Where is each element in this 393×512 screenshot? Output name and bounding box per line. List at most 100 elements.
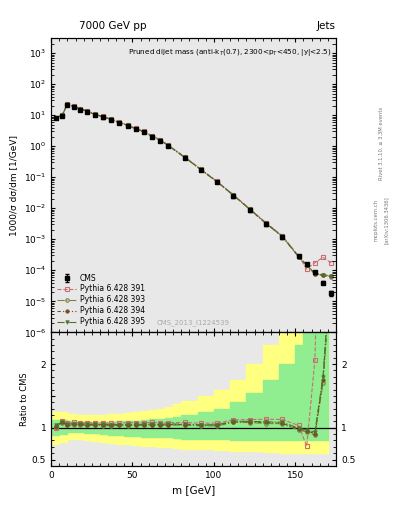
Pythia 6.428 393 bbox=[72, 103, 76, 110]
Pythia 6.428 391 bbox=[312, 260, 317, 266]
Pythia 6.428 393 bbox=[215, 179, 220, 185]
Pythia 6.428 394 bbox=[231, 192, 236, 198]
Pythia 6.428 395 bbox=[101, 114, 106, 120]
Pythia 6.428 393 bbox=[109, 117, 114, 123]
Pythia 6.428 394 bbox=[101, 114, 106, 120]
Pythia 6.428 395 bbox=[84, 108, 89, 114]
Pythia 6.428 391 bbox=[321, 254, 325, 261]
Pythia 6.428 391 bbox=[280, 232, 285, 239]
Pythia 6.428 394 bbox=[72, 103, 76, 110]
Pythia 6.428 395 bbox=[65, 101, 70, 107]
Pythia 6.428 395 bbox=[247, 206, 252, 212]
Pythia 6.428 393 bbox=[133, 126, 138, 132]
Pythia 6.428 394 bbox=[84, 108, 89, 114]
Pythia 6.428 393 bbox=[141, 129, 146, 135]
Pythia 6.428 394 bbox=[53, 115, 58, 121]
Pythia 6.428 395 bbox=[141, 129, 146, 135]
Text: 7000 GeV pp: 7000 GeV pp bbox=[79, 20, 146, 31]
Pythia 6.428 395 bbox=[231, 192, 236, 198]
Pythia 6.428 394 bbox=[280, 233, 285, 240]
Pythia 6.428 391 bbox=[53, 115, 58, 121]
Pythia 6.428 391 bbox=[93, 111, 97, 117]
Pythia 6.428 394 bbox=[158, 137, 163, 143]
Pythia 6.428 395 bbox=[296, 253, 301, 260]
Pythia 6.428 393 bbox=[117, 120, 122, 126]
Pythia 6.428 393 bbox=[231, 193, 236, 199]
Pythia 6.428 395 bbox=[150, 133, 154, 139]
Pythia 6.428 393 bbox=[101, 114, 106, 120]
Pythia 6.428 393 bbox=[198, 166, 203, 173]
Pythia 6.428 391 bbox=[150, 133, 154, 139]
Pythia 6.428 395 bbox=[125, 122, 130, 129]
Pythia 6.428 391 bbox=[109, 116, 114, 122]
Pythia 6.428 391 bbox=[166, 142, 171, 148]
Pythia 6.428 394 bbox=[150, 133, 154, 139]
Pythia 6.428 391 bbox=[78, 105, 83, 112]
Pythia 6.428 393 bbox=[296, 254, 301, 260]
Pythia 6.428 391 bbox=[125, 122, 130, 128]
Pythia 6.428 394 bbox=[329, 273, 334, 280]
Pythia 6.428 394 bbox=[182, 154, 187, 160]
Pythia 6.428 393 bbox=[93, 112, 97, 118]
Pythia 6.428 394 bbox=[215, 179, 220, 185]
Text: [arXiv:1306.3436]: [arXiv:1306.3436] bbox=[384, 196, 389, 244]
Text: mcplots.cern.ch: mcplots.cern.ch bbox=[374, 199, 378, 241]
Pythia 6.428 393 bbox=[264, 221, 268, 227]
Pythia 6.428 395 bbox=[53, 115, 58, 121]
Y-axis label: 1000/σ dσ/dm [1/GeV]: 1000/σ dσ/dm [1/GeV] bbox=[9, 135, 18, 236]
Pythia 6.428 393 bbox=[304, 262, 309, 268]
Pythia 6.428 393 bbox=[158, 137, 163, 143]
Pythia 6.428 391 bbox=[133, 125, 138, 132]
Pythia 6.428 393 bbox=[150, 133, 154, 139]
Pythia 6.428 391 bbox=[101, 114, 106, 120]
Pythia 6.428 393 bbox=[321, 272, 325, 279]
Pythia 6.428 395 bbox=[304, 262, 309, 268]
Pythia 6.428 393 bbox=[60, 112, 65, 118]
Legend: CMS, Pythia 6.428 391, Pythia 6.428 393, Pythia 6.428 394, Pythia 6.428 395: CMS, Pythia 6.428 391, Pythia 6.428 393,… bbox=[55, 271, 147, 329]
Pythia 6.428 394 bbox=[65, 101, 70, 107]
Pythia 6.428 394 bbox=[78, 106, 83, 112]
Pythia 6.428 393 bbox=[84, 108, 89, 114]
Pythia 6.428 394 bbox=[125, 122, 130, 129]
Pythia 6.428 395 bbox=[215, 179, 220, 185]
Pythia 6.428 391 bbox=[231, 192, 236, 198]
Pythia 6.428 391 bbox=[65, 101, 70, 107]
Pythia 6.428 395 bbox=[158, 137, 163, 143]
Pythia 6.428 391 bbox=[72, 103, 76, 109]
Pythia 6.428 391 bbox=[84, 108, 89, 114]
Pythia 6.428 394 bbox=[133, 125, 138, 132]
Pythia 6.428 393 bbox=[125, 122, 130, 129]
Pythia 6.428 394 bbox=[312, 271, 317, 277]
Line: Pythia 6.428 391: Pythia 6.428 391 bbox=[54, 102, 333, 271]
Pythia 6.428 395 bbox=[280, 233, 285, 239]
Pythia 6.428 393 bbox=[280, 233, 285, 240]
Pythia 6.428 395 bbox=[109, 116, 114, 122]
Pythia 6.428 395 bbox=[182, 154, 187, 160]
Pythia 6.428 395 bbox=[117, 119, 122, 125]
Pythia 6.428 391 bbox=[215, 178, 220, 184]
Pythia 6.428 394 bbox=[304, 262, 309, 268]
Pythia 6.428 395 bbox=[72, 103, 76, 110]
Pythia 6.428 391 bbox=[304, 266, 309, 272]
Pythia 6.428 391 bbox=[158, 137, 163, 143]
Pythia 6.428 393 bbox=[78, 106, 83, 112]
Pythia 6.428 394 bbox=[296, 253, 301, 260]
Y-axis label: Ratio to CMS: Ratio to CMS bbox=[20, 372, 29, 426]
Pythia 6.428 393 bbox=[182, 154, 187, 160]
Pythia 6.428 393 bbox=[65, 101, 70, 107]
Line: Pythia 6.428 395: Pythia 6.428 395 bbox=[54, 102, 333, 278]
Pythia 6.428 395 bbox=[60, 112, 65, 118]
Pythia 6.428 394 bbox=[321, 272, 325, 278]
Pythia 6.428 394 bbox=[166, 142, 171, 148]
Pythia 6.428 393 bbox=[53, 115, 58, 121]
Pythia 6.428 393 bbox=[312, 271, 317, 277]
Pythia 6.428 395 bbox=[93, 112, 97, 118]
Pythia 6.428 391 bbox=[60, 112, 65, 118]
Pythia 6.428 395 bbox=[264, 220, 268, 226]
Pythia 6.428 393 bbox=[329, 273, 334, 280]
Pythia 6.428 391 bbox=[182, 154, 187, 160]
Pythia 6.428 391 bbox=[117, 119, 122, 125]
Pythia 6.428 391 bbox=[296, 253, 301, 259]
Pythia 6.428 393 bbox=[247, 206, 252, 212]
Pythia 6.428 394 bbox=[93, 112, 97, 118]
